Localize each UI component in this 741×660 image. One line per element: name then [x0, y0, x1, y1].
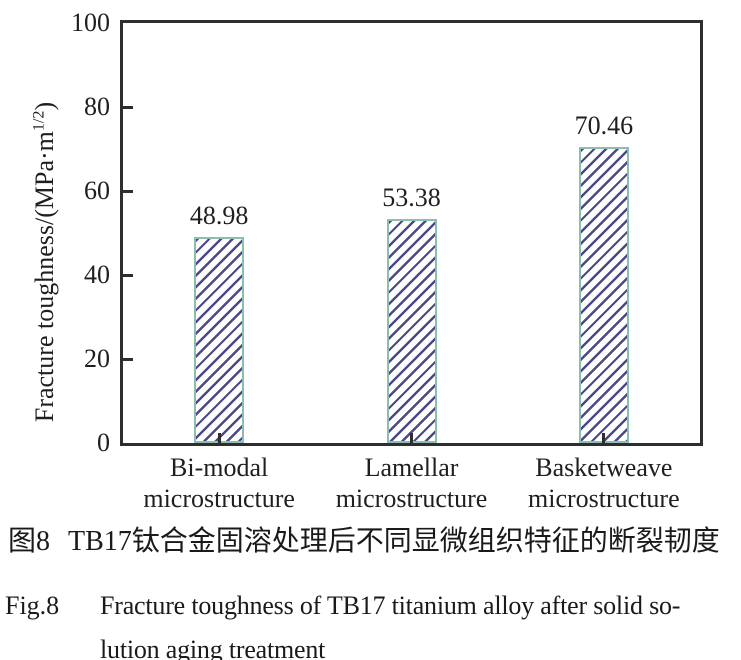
plot-frame: 48.98 53.38 70.46: [120, 20, 703, 446]
bar-basketweave: [578, 147, 629, 443]
x-axis-tick: [410, 433, 413, 443]
x-axis-tick: [602, 433, 606, 443]
caption-zh-text: TB17钛合金固溶处理后不同显微组织特征的断裂韧度: [68, 526, 720, 557]
y-axis-tick: [123, 273, 133, 277]
x-axis-tick: [217, 433, 221, 443]
y-axis-tick-label: 40: [84, 260, 110, 289]
bar-value-label: 53.38: [382, 182, 441, 212]
figure-number-en: Fig.8: [5, 591, 60, 620]
x-category-label: Bi-modal microstructure: [143, 453, 295, 513]
y-axis-tick-label: 0: [97, 428, 110, 457]
x-category-label: Lamellar microstructure: [335, 453, 488, 513]
caption-en-line1: Fracture toughness of TB17 titanium allo…: [100, 591, 681, 620]
y-axis-tick-label: 60: [84, 176, 110, 205]
bar-value-label: 70.46: [574, 111, 634, 141]
caption-en-line2: lution aging treatment: [100, 635, 326, 660]
y-axis-tick-label: 80: [84, 92, 110, 121]
y-axis-tick-label: 100: [71, 8, 110, 37]
x-category-label: Basketweave microstructure: [528, 453, 680, 513]
plot-area: 48.98 53.38 70.46: [123, 23, 700, 443]
y-axis-tick: [123, 105, 133, 109]
caption-zh: 图8 TB17钛合金固溶处理后不同显微组织特征的断裂韧度: [8, 523, 720, 561]
y-axis-tick: [123, 357, 133, 361]
bar-lamellar: [386, 218, 437, 443]
caption-en-text: Fracture toughness of TB17 titanium allo…: [100, 584, 680, 660]
bar-value-label: 48.98: [189, 201, 249, 231]
y-axis-tick-label: 20: [84, 344, 110, 373]
bar-bi-modal: [194, 237, 245, 443]
figure-number-zh: 图8: [8, 526, 51, 557]
caption-en: Fig.8 Fracture toughness of TB17 titaniu…: [5, 584, 680, 660]
y-axis-tick: [123, 189, 133, 193]
